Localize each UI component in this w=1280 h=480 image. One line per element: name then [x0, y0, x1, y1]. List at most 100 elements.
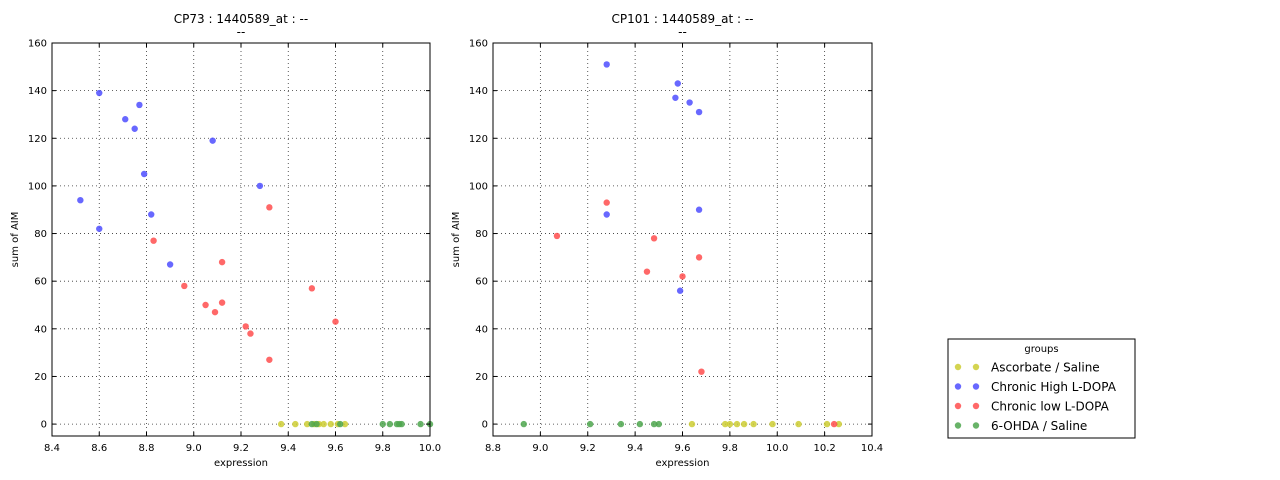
y-tick-label: 80 — [475, 229, 488, 240]
data-point-6-ohda-saline — [386, 420, 394, 428]
x-tick-label: 10.0 — [419, 443, 441, 454]
data-point-6-ohda-saline — [655, 420, 663, 428]
x-tick-label: 9.4 — [280, 443, 296, 454]
x-tick-label: 9.6 — [675, 443, 691, 454]
data-points — [520, 61, 843, 428]
data-point-chronic-high-l-dopa — [96, 89, 103, 97]
y-tick-label: 100 — [469, 181, 488, 192]
legend-marker — [954, 402, 962, 410]
y-tick-label: 60 — [34, 277, 47, 288]
data-point-chronic-high-l-dopa — [209, 137, 216, 144]
legend-label: Chronic low L-DOPA — [991, 400, 1110, 414]
data-point-chronic-low-l-dopa — [332, 318, 339, 325]
data-point-chronic-low-l-dopa — [247, 330, 254, 337]
data-point-6-ohda-saline — [636, 420, 644, 428]
x-tick-label: 9.8 — [375, 443, 391, 454]
data-point-chronic-high-l-dopa — [686, 99, 693, 106]
data-point-6-ohda-saline — [337, 420, 344, 428]
axis-ticks: 8.8 9.0 9.2 9.4 9.6 9.8 10.0 10.2 10.4 0 20 40 60 80 1… — [469, 39, 883, 455]
data-point-chronic-high-l-dopa — [77, 197, 84, 204]
data-point-chronic-high-l-dopa — [122, 116, 129, 123]
data-point-6-ohda-saline — [417, 420, 424, 428]
data-point-chronic-high-l-dopa — [676, 287, 684, 294]
x-tick-label: 10.0 — [766, 443, 788, 454]
legend-title: groups — [1024, 344, 1058, 355]
scatter-panel-1: 8.4 8.6 8.8 9.0 9.2 9.4 9.6 9.8 10.0 0 20 40 60 80 100… — [10, 12, 441, 469]
data-point-chronic-high-l-dopa — [166, 261, 174, 268]
x-tick-label: 8.8 — [139, 443, 155, 454]
x-tick-label: 10.2 — [813, 443, 835, 454]
x-tick-label: 9.4 — [627, 443, 643, 454]
x-axis-label: expression — [214, 458, 268, 469]
y-tick-label: 140 — [28, 86, 47, 97]
data-point-ascorbate-saline — [303, 420, 311, 428]
data-point-chronic-low-l-dopa — [695, 254, 703, 261]
y-tick-label: 0 — [482, 420, 488, 431]
legend: groups Ascorbate / Saline Chronic High L-D… — [947, 338, 1136, 439]
scatter-panel-2: 8.8 9.0 9.2 9.4 9.6 9.8 10.0 10.2 10.4 0 20 40 60 80 1… — [451, 12, 883, 469]
data-point-ascorbate-saline — [327, 420, 334, 428]
legend-marker — [972, 422, 980, 429]
data-point-chronic-high-l-dopa — [256, 182, 264, 190]
data-point-chronic-low-l-dopa — [698, 368, 705, 375]
data-point-ascorbate-saline — [688, 420, 696, 428]
legend-label: Chronic High L-DOPA — [991, 380, 1117, 394]
legend-entry: Chronic low L-DOPA — [954, 400, 1110, 414]
data-point-chronic-low-l-dopa — [553, 232, 561, 240]
grid-lines — [51, 42, 431, 436]
y-tick-label: 0 — [41, 420, 47, 431]
y-tick-label: 80 — [34, 229, 47, 240]
data-point-chronic-low-l-dopa — [211, 308, 219, 316]
data-point-6-ohda-saline — [586, 420, 594, 428]
data-point-chronic-high-l-dopa — [603, 61, 610, 68]
data-point-chronic-high-l-dopa — [695, 108, 703, 116]
data-point-chronic-low-l-dopa — [181, 282, 188, 290]
legend-entry: Chronic High L-DOPA — [954, 380, 1117, 394]
data-point-chronic-high-l-dopa — [131, 125, 138, 132]
data-point-6-ohda-saline — [313, 420, 320, 428]
data-point-ascorbate-saline — [823, 420, 831, 428]
x-tick-label: 8.8 — [485, 443, 501, 454]
x-tick-label: 10.4 — [861, 443, 883, 454]
data-points — [77, 89, 434, 428]
data-point-chronic-low-l-dopa — [643, 268, 651, 275]
data-point-6-ohda-saline — [520, 420, 527, 428]
data-point-ascorbate-saline — [795, 420, 802, 428]
data-point-chronic-high-l-dopa — [672, 94, 679, 101]
data-point-chronic-low-l-dopa — [650, 235, 658, 242]
data-point-chronic-high-l-dopa — [136, 101, 143, 109]
data-point-ascorbate-saline — [320, 420, 327, 428]
y-tick-label: 100 — [28, 181, 47, 192]
data-point-6-ohda-saline — [308, 420, 316, 428]
chart-subtitle: -- — [678, 25, 687, 39]
y-axis-label: sum of AIM — [10, 212, 21, 268]
y-tick-label: 40 — [475, 324, 488, 335]
data-point-chronic-high-l-dopa — [695, 206, 703, 213]
data-point-chronic-low-l-dopa — [308, 285, 316, 292]
data-point-6-ohda-saline — [650, 420, 658, 428]
data-point-chronic-high-l-dopa — [148, 211, 155, 218]
y-tick-label: 140 — [469, 86, 488, 97]
legend-label: 6-OHDA / Saline — [991, 419, 1087, 433]
data-point-chronic-low-l-dopa — [266, 356, 273, 363]
legend-entry: 6-OHDA / Saline — [954, 419, 1087, 433]
data-point-ascorbate-saline — [292, 420, 299, 428]
y-tick-label: 40 — [34, 324, 47, 335]
x-tick-label: 9.0 — [532, 443, 548, 454]
y-tick-label: 20 — [475, 372, 488, 383]
y-tick-label: 160 — [469, 39, 488, 50]
data-point-6-ohda-saline — [398, 420, 405, 428]
data-point-chronic-low-l-dopa — [603, 199, 610, 206]
y-axis-label: sum of AIM — [451, 212, 462, 268]
y-tick-label: 120 — [28, 134, 47, 145]
data-point-ascorbate-saline — [721, 420, 729, 428]
data-point-chronic-high-l-dopa — [603, 211, 610, 218]
legend-marker — [954, 422, 962, 429]
data-point-chronic-low-l-dopa — [679, 273, 686, 280]
x-tick-label: 8.4 — [44, 443, 60, 454]
data-point-chronic-high-l-dopa — [674, 80, 681, 87]
data-point-6-ohda-saline — [617, 420, 625, 428]
data-point-chronic-high-l-dopa — [140, 170, 148, 178]
